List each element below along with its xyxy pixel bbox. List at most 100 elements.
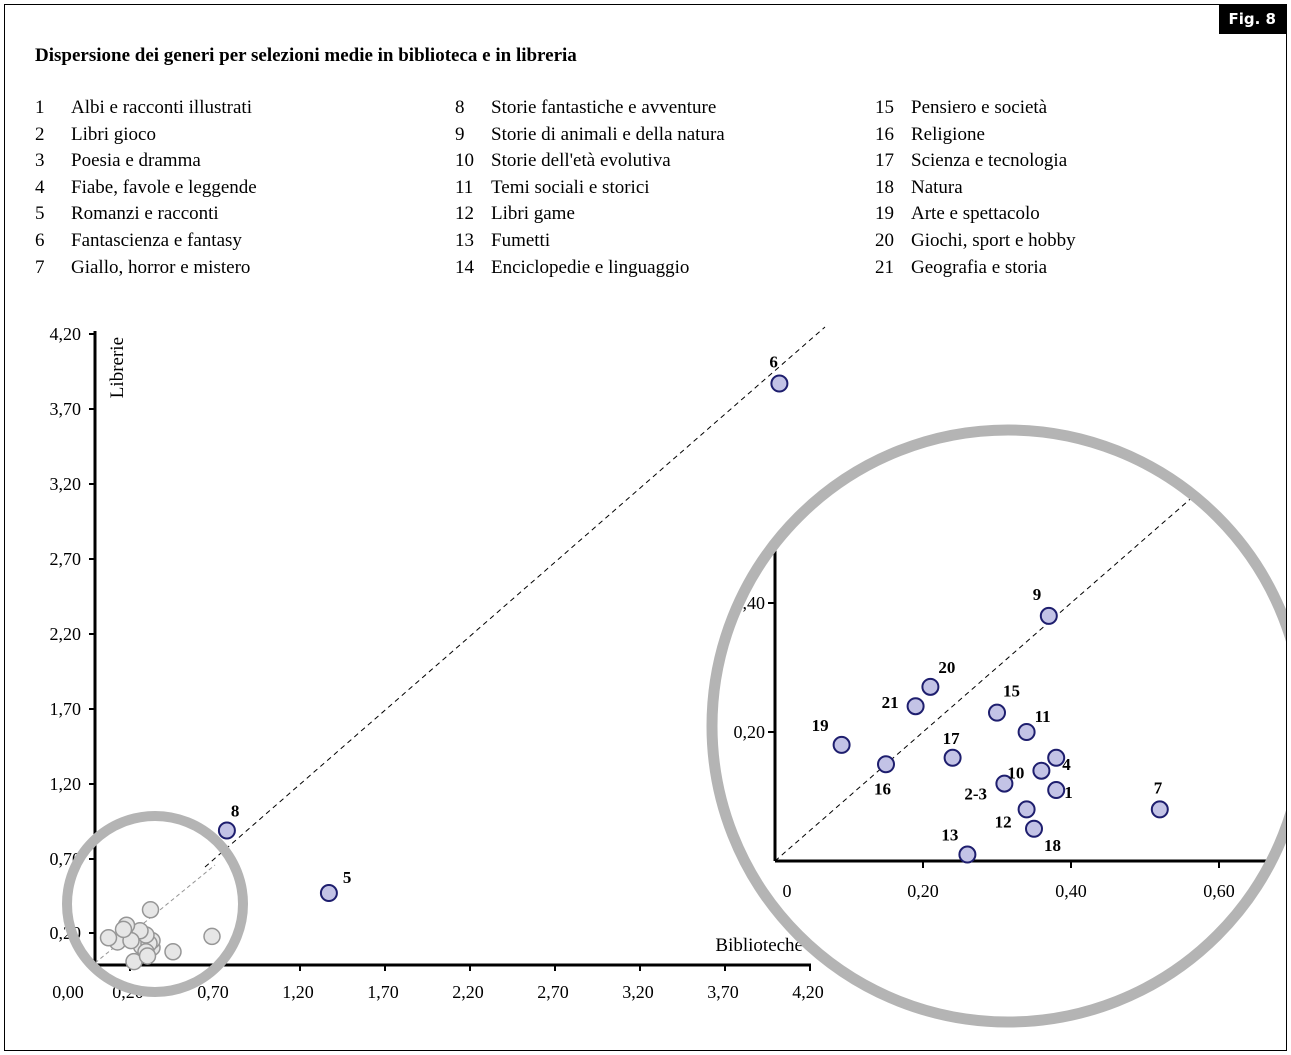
x-tick-label: 3,20: [622, 982, 654, 1002]
legend-item: 3 Poesia e dramma: [35, 148, 257, 175]
mini-data-point: [164, 943, 182, 961]
legend-label: Libri gioco: [71, 123, 156, 145]
inset-x-tick-label: 0,20: [907, 881, 939, 901]
magnifier-ring: [706, 424, 1286, 1028]
inset-data-point: [943, 748, 962, 767]
legend-label: Giochi, sport e hobby: [911, 229, 1076, 251]
legend-item: 21 Geografia e storia: [875, 255, 1076, 282]
inset-data-point-label: 20: [938, 658, 955, 677]
y-tick-label: 4,20: [50, 324, 82, 344]
inset-data-point: [1150, 800, 1169, 819]
mini-data-point: [141, 901, 160, 919]
legend-item: 18 Natura: [875, 175, 1076, 202]
inset-data-point: [1047, 781, 1066, 800]
magnified-plot-area: 0 0,20 0,40 0,60 0,20 ,40 1 2-3 4 7 9 10 11 12 13 15 16 1…: [734, 430, 1286, 901]
legend-number: 4: [35, 176, 45, 198]
figure-title: Dispersione dei generi per selezioni med…: [35, 45, 577, 66]
legend-number: 11: [455, 176, 474, 198]
legend-label: Scienza e tecnologia: [911, 150, 1068, 172]
legend-item: 15 Pensiero e società: [875, 95, 1076, 122]
legend-column-1: 1 Albi e racconti illustrati 2 Libri gioco 3…: [35, 95, 257, 281]
legend-item: 19 Arte e spettacolo: [875, 201, 1076, 228]
legend-label: Storie fantastiche e avventure: [491, 97, 717, 118]
legend-item: 13 Fumetti: [455, 228, 725, 255]
x-axis-title: Biblioteche: [715, 935, 803, 956]
y-axis-title: Librerie: [107, 337, 128, 398]
inset-data-point: [921, 677, 940, 696]
legend-number: 14: [455, 256, 474, 278]
legend-item: 12 Libri game: [455, 201, 725, 228]
legend-number: 6: [35, 229, 45, 251]
legend-item: 14 Enciclopedie e linguaggio: [455, 255, 725, 282]
legend-number: 10: [455, 150, 474, 172]
legend-number: 8: [455, 97, 465, 118]
mini-data-point: [138, 947, 157, 965]
main-plot: 0,00 0,20 0,70 1,20 1,70 2,20 2,70 3,20 3,70 4,20…: [50, 324, 826, 1002]
legend-label: Pensiero e società: [911, 97, 1048, 118]
inset-data-point: [1025, 819, 1043, 838]
inset-data-point-label: 11: [1035, 707, 1051, 726]
legend-number: 1: [35, 97, 45, 118]
figure-badge: Fig. 8: [1218, 5, 1286, 34]
legend-number: 21: [875, 256, 894, 278]
legend-label: Poesia e dramma: [71, 150, 201, 172]
legend-label: Geografia e storia: [911, 256, 1048, 278]
inset-data-point: [832, 735, 851, 754]
inset-data-point-label: 1: [1064, 783, 1073, 802]
legend-item: 1 Albi e racconti illustrati: [35, 95, 257, 122]
inset-x-tick-label: 0,60: [1203, 881, 1235, 901]
legend-item: 10 Storie dell'età evolutiva: [455, 148, 725, 175]
legend-label: Giallo, horror e mistero: [71, 256, 251, 278]
legend-column-3: 15 Pensiero e società 16 Religione 17 Scienza…: [875, 95, 1076, 281]
inset-data-point-label: 13: [941, 826, 958, 845]
legend-label: Fumetti: [491, 229, 551, 251]
legend-item: 16 Religione: [875, 122, 1076, 149]
inset-data-point: [1032, 761, 1051, 780]
inset-y-tick-label: ,40: [743, 593, 766, 613]
legend-label: Natura: [911, 176, 963, 198]
inset-data-point: [906, 697, 925, 716]
inset-x-tick-label: 0: [783, 881, 792, 901]
scatter-chart: 0,00 0,20 0,70 1,20 1,70 2,20 2,70 3,20 3,70 4,20…: [50, 324, 1286, 1028]
legend-number: 7: [35, 256, 45, 278]
inset-data-point-label: 12: [995, 812, 1012, 831]
legend-label: Religione: [911, 123, 985, 145]
x-tick-label: 2,20: [452, 982, 484, 1002]
magnified-view: 0 0,20 0,40 0,60 0,20 ,40 1 2-3 4 7 9 10 11 12 13 15 16 1…: [62, 424, 1286, 1028]
inset-data-point-label: 15: [1003, 682, 1020, 701]
legend-label: Storie dell'età evolutiva: [491, 150, 671, 172]
legend-item: 8 Storie fantastiche e avventure: [455, 95, 725, 122]
legend-column-2: 8 Storie fantastiche e avventure 9 Storie d…: [455, 95, 725, 281]
inset-data-point-label: 21: [882, 693, 899, 712]
legend-item: 20 Giochi, sport e hobby: [875, 228, 1076, 255]
data-point-label: 5: [343, 868, 352, 887]
data-point: [319, 884, 338, 903]
legend-label: Arte e spettacolo: [911, 203, 1040, 225]
mini-data-point: [99, 929, 118, 947]
inset-data-point: [1017, 723, 1036, 741]
inset-data-point: [958, 845, 977, 864]
legend-number: 15: [875, 97, 894, 118]
x-tick-label: 0,70: [197, 982, 229, 1002]
legend-item: 6 Fantascienza e fantasy: [35, 228, 257, 255]
inset-x-tick-label: 0,40: [1055, 881, 1087, 901]
legend-number: 2: [35, 123, 45, 145]
inset-data-point-label: 2-3: [964, 785, 987, 804]
inset-data-point: [1039, 606, 1058, 625]
legend-item: 2 Libri gioco: [35, 122, 257, 149]
inset-data-point: [877, 755, 895, 774]
legend-item: 4 Fiabe, favole e leggende: [35, 175, 257, 202]
legend-label: Fiabe, favole e leggende: [71, 176, 257, 198]
legend-item: 9 Storie di animali e della natura: [455, 122, 725, 149]
data-point-label: 8: [231, 802, 240, 821]
figure-frame: Fig. 8 Dispersione dei generi per selezi…: [4, 4, 1287, 1051]
x-tick-label: 1,70: [367, 982, 399, 1002]
mini-data-point: [114, 920, 133, 939]
inset-data-point-label: 9: [1033, 585, 1042, 604]
y-tick-label: 2,20: [50, 624, 82, 644]
data-point-label: 6: [769, 353, 778, 372]
x-tick-label: 2,70: [537, 982, 569, 1002]
magnifier-source-points: [94, 864, 221, 971]
legend-label: Storie di animali e della natura: [491, 123, 725, 145]
legend-number: 3: [35, 150, 45, 172]
